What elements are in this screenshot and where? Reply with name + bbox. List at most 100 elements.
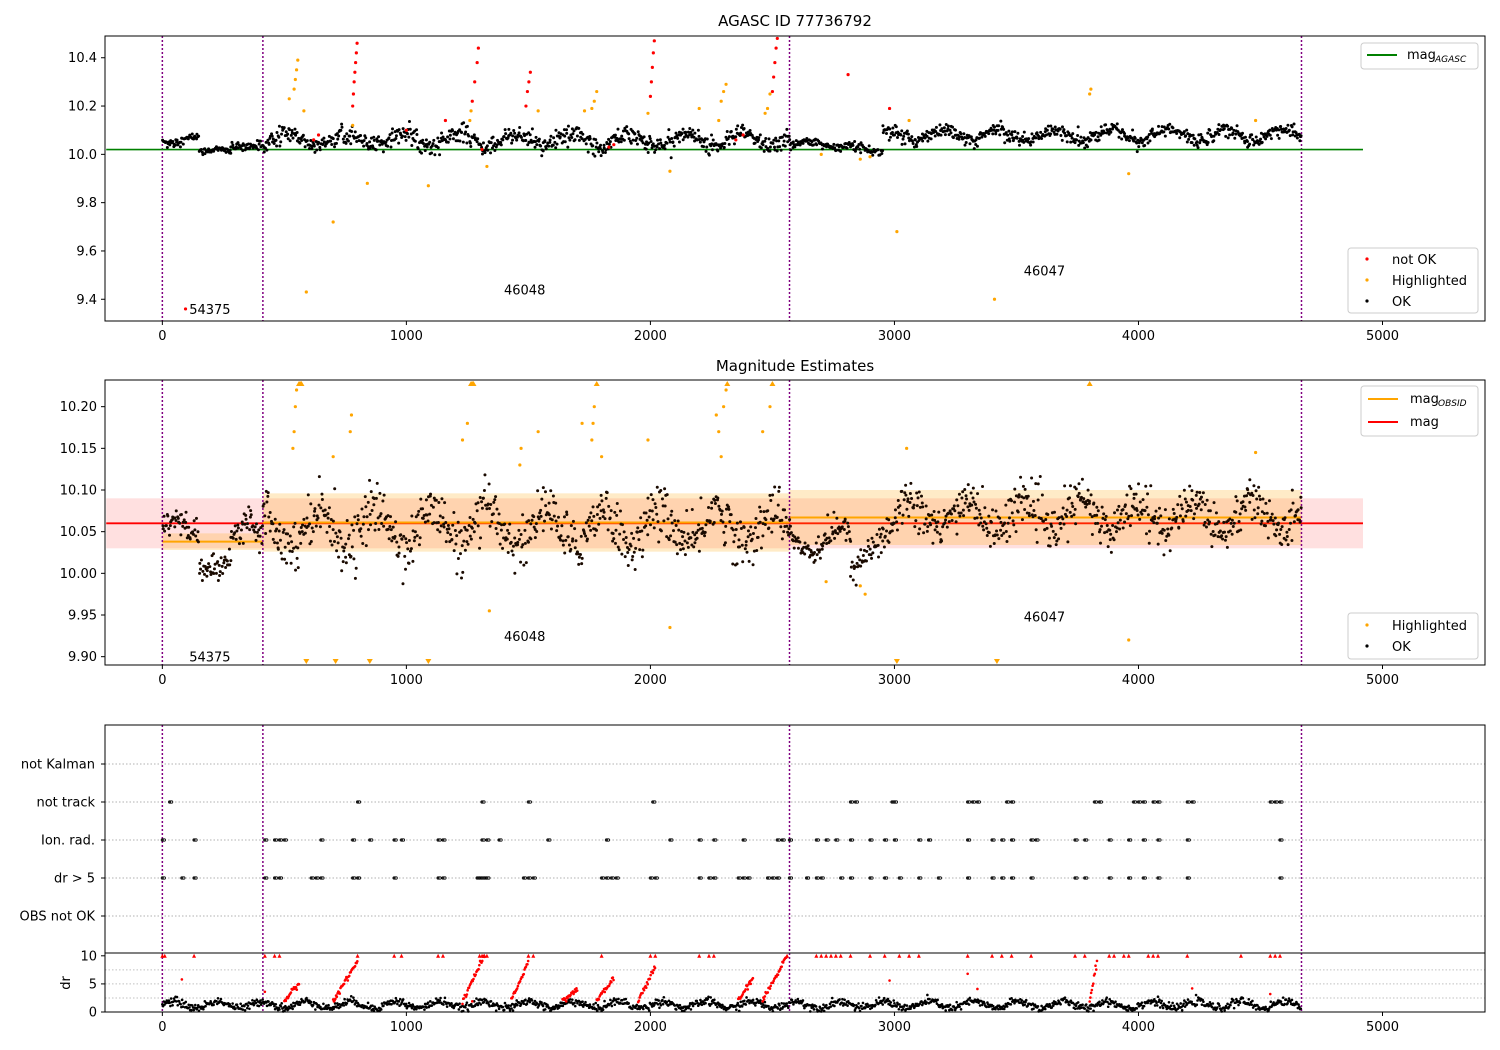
ok-point: [981, 524, 985, 528]
off-scale-high-marker: [724, 381, 731, 386]
ok-point: [1090, 533, 1094, 537]
dr-point: [576, 1001, 579, 1005]
ok-point: [184, 510, 188, 514]
dr-point: [688, 1004, 691, 1008]
ok-point: [920, 501, 924, 505]
dr-point: [1024, 998, 1028, 1002]
ok-point: [617, 140, 621, 144]
ok-point: [1109, 532, 1113, 536]
dr-point: [366, 1001, 370, 1005]
ok-point: [1017, 143, 1021, 147]
ok-point: [1065, 134, 1069, 138]
off-scale-high-marker: [1086, 381, 1093, 386]
ok-point: [1265, 511, 1269, 515]
flag-point: [699, 838, 703, 842]
flag-point: [972, 800, 977, 804]
dr-point: [780, 1001, 784, 1005]
dr-point: [603, 999, 606, 1003]
ok-point: [1270, 512, 1274, 516]
ok-point: [499, 140, 503, 144]
ok-point: [222, 561, 226, 565]
not-ok-point: [741, 133, 745, 137]
highlighted-point: [468, 118, 472, 123]
ok-point: [523, 528, 527, 532]
ok-point: [318, 148, 322, 152]
dr-point: [662, 995, 666, 999]
flag-point: [321, 838, 325, 842]
ok-point: [408, 549, 412, 553]
panel2-x-ticks: 0 1000 2000 3000 4000 5000: [158, 665, 1399, 688]
ok-point: [1104, 123, 1108, 127]
ok-point: [1052, 510, 1056, 514]
ok-point: [1160, 125, 1164, 129]
ok-point: [1140, 512, 1144, 516]
ok-point: [513, 571, 517, 575]
flag-point: [499, 838, 503, 842]
ok-point: [845, 146, 849, 150]
dr-point: [624, 997, 628, 1001]
ok-point: [658, 147, 662, 151]
ok-point: [302, 517, 306, 521]
ok-point: [727, 142, 731, 146]
ok-point: [1235, 499, 1239, 503]
ok-point: [1203, 502, 1207, 506]
ok-point: [397, 128, 401, 132]
ok-point: [759, 146, 763, 150]
ok-point: [649, 493, 653, 497]
ok-point: [320, 498, 324, 502]
flag-point: [606, 838, 611, 842]
ok-point: [473, 521, 477, 525]
flag-point: [357, 800, 362, 804]
dr-point: [522, 1002, 526, 1006]
ok-point: [355, 522, 359, 526]
dr-point: [255, 998, 259, 1001]
ok-point: [270, 132, 274, 136]
ok-point: [902, 134, 906, 138]
ok-point: [997, 124, 1001, 128]
highlighted-point: [294, 388, 299, 392]
ok-point: [767, 526, 771, 530]
ok-point: [529, 537, 533, 541]
ok-point: [881, 149, 885, 153]
ok-point: [1054, 543, 1058, 547]
ok-point: [859, 141, 863, 145]
ok-point: [330, 543, 334, 547]
ok-point: [615, 136, 619, 140]
ok-point: [944, 514, 948, 518]
flag-point: [162, 838, 166, 842]
ok-point: [1185, 140, 1189, 144]
ok-point: [1010, 511, 1014, 515]
ok-point: [306, 524, 310, 528]
ok-point: [517, 528, 521, 532]
dr-point: [404, 1004, 407, 1008]
legend-marker-highlighted: [1365, 623, 1369, 627]
ok-point: [656, 138, 660, 142]
ok-point: [260, 541, 264, 545]
dr-point: [857, 1002, 860, 1005]
flag-point: [1280, 876, 1284, 880]
ok-point: [881, 539, 885, 543]
ok-point: [225, 559, 229, 563]
ok-point: [854, 583, 858, 587]
ok-point: [941, 525, 945, 529]
ok-point: [961, 490, 965, 494]
ok-point: [615, 502, 619, 506]
ok-point: [1298, 139, 1302, 143]
ok-point: [436, 521, 440, 525]
ok-point: [1040, 136, 1044, 140]
ok-point: [1262, 511, 1266, 515]
legend-label-mag: mag: [1407, 48, 1436, 63]
ok-point: [1225, 545, 1229, 549]
dr-point: [519, 1003, 523, 1006]
ok-point: [429, 492, 433, 496]
ok-point: [198, 571, 202, 575]
dr-point: [528, 1000, 532, 1004]
flag-point: [816, 838, 820, 842]
ok-point: [168, 143, 172, 147]
ok-point: [270, 134, 274, 138]
ok-point: [919, 494, 923, 498]
ok-point: [786, 530, 790, 534]
ok-point: [539, 514, 543, 518]
ok-point: [426, 519, 430, 523]
ok-point: [615, 513, 619, 517]
